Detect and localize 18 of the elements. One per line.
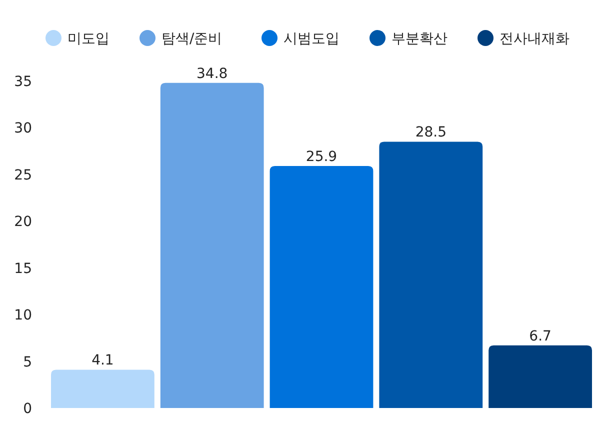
y-tick-label: 15 bbox=[14, 260, 32, 277]
y-tick-label: 5 bbox=[23, 354, 32, 370]
data-label: 6.7 bbox=[529, 328, 552, 344]
y-tick-label: 20 bbox=[14, 214, 32, 230]
legend-label: 부분확산 bbox=[392, 31, 448, 47]
legend-label: 시범도입 bbox=[284, 31, 340, 47]
y-tick-label: 25 bbox=[14, 167, 32, 184]
legend-label: 미도입 bbox=[68, 31, 110, 47]
data-label: 25.9 bbox=[306, 149, 338, 166]
y-tick-label: 30 bbox=[14, 120, 32, 137]
data-label: 4.1 bbox=[92, 352, 114, 369]
legend-label: 전사내재화 bbox=[500, 31, 570, 47]
data-label: 28.5 bbox=[415, 124, 446, 141]
y-tick-label: 10 bbox=[14, 308, 32, 324]
data-label: 34.8 bbox=[196, 66, 228, 82]
y-tick-label: 35 bbox=[14, 74, 32, 90]
legend-label: 탐색/준비 bbox=[162, 31, 222, 47]
y-tick-label: 0 bbox=[23, 401, 32, 417]
